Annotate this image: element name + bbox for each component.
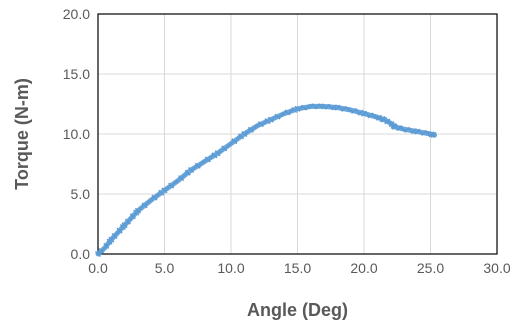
torque-data-point (191, 164, 198, 171)
torque-data-point (271, 115, 278, 122)
torque-data-point (211, 152, 218, 159)
torque-data-point (161, 187, 168, 194)
torque-data-point (151, 194, 158, 201)
torque-data-point (234, 135, 241, 142)
torque-data-point (148, 196, 155, 204)
torque-data-point (281, 110, 288, 117)
torque-data-point (221, 145, 228, 152)
x-axis-title: Angle (Deg) (247, 300, 348, 320)
y-tick-label: 10.0 (63, 126, 90, 142)
torque-data-point (254, 122, 261, 129)
torque-data-point (168, 182, 175, 189)
torque-data-point (119, 223, 126, 231)
torque-data-point (257, 121, 264, 128)
torque-data-point (184, 169, 191, 176)
x-tick-label: 5.0 (155, 260, 175, 276)
torque-data-point (237, 133, 245, 140)
y-tick-label: 5.0 (71, 186, 91, 202)
torque-data-point (188, 166, 195, 174)
torque-data-point (304, 103, 311, 111)
torque-data-point (287, 108, 294, 115)
torque-data-point (194, 162, 201, 169)
x-tick-label: 10.0 (217, 260, 244, 276)
torque-data-point (410, 127, 417, 135)
x-tick-labels: 0.0 5.0 10.0 15.0 20.0 25.0 30.0 (88, 260, 511, 276)
torque-data-point (133, 209, 140, 216)
y-tick-label: 15.0 (63, 66, 90, 82)
torque-data-point (106, 238, 113, 245)
torque-data-point (267, 116, 274, 123)
y-tick-label: 20.0 (63, 6, 90, 22)
torque-data-point (241, 130, 248, 138)
torque-data-point (231, 138, 238, 145)
torque-data-point (214, 150, 221, 157)
torque-data-point (379, 115, 386, 123)
torque-data-point (277, 112, 284, 119)
torque-data-point (430, 131, 437, 138)
torque-data-point (370, 113, 378, 120)
torque-data-point (429, 131, 436, 138)
torque-data-point (181, 172, 188, 179)
torque-data-point (391, 123, 398, 130)
torque-data-point (251, 124, 258, 131)
torque-series-line (95, 103, 437, 257)
torque-data-point (331, 104, 338, 111)
torque-data-point (158, 189, 165, 196)
torque-data-point (284, 109, 291, 116)
plot-area-frame (97, 13, 498, 255)
torque-data-point (164, 184, 171, 192)
y-tick-label: 0.0 (71, 246, 91, 262)
x-tick-label: 30.0 (483, 260, 510, 276)
torque-data-point (154, 192, 161, 199)
torque-data-point (201, 158, 208, 165)
torque-series-points (94, 103, 437, 258)
torque-data-point (227, 140, 235, 147)
torque-data-point (217, 147, 225, 154)
x-tick-label: 20.0 (350, 260, 377, 276)
torque-data-point (207, 154, 215, 161)
torque-data-point (174, 177, 181, 184)
torque-data-point (344, 106, 351, 113)
torque-data-point (244, 128, 251, 135)
torque-data-point (357, 109, 364, 116)
x-tick-label: 15.0 (284, 260, 311, 276)
x-tick-label: 0.0 (88, 260, 108, 276)
torque-data-point (178, 175, 185, 182)
torque-data-point (198, 160, 205, 167)
torque-data-point (134, 207, 141, 214)
y-axis-title: Torque (N-m) (12, 78, 32, 190)
torque-data-point (138, 205, 145, 212)
torque-data-point (247, 126, 254, 133)
grid-lines (98, 14, 497, 254)
torque-data-point (317, 103, 324, 110)
series-layer (94, 103, 437, 258)
torque-data-point (291, 106, 298, 114)
torque-data-point (398, 125, 405, 132)
torque-data-point (274, 113, 281, 120)
torque-data-point (141, 202, 148, 209)
x-tick-label: 25.0 (417, 260, 444, 276)
torque-data-point (396, 124, 403, 132)
torque-data-point (261, 119, 268, 126)
torque-data-point (204, 156, 211, 163)
torque-data-point (390, 122, 397, 129)
torque-data-point (424, 130, 431, 137)
torque-data-point (264, 118, 271, 125)
y-tick-labels: 0.0 5.0 10.0 15.0 20.0 (63, 6, 90, 262)
